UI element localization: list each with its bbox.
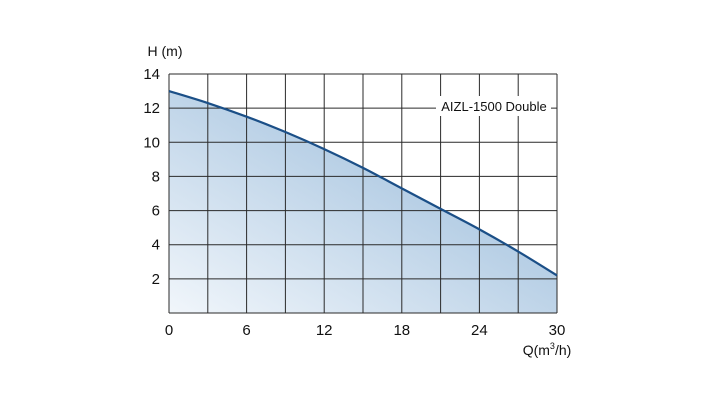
- x-tick-label: 12: [316, 322, 333, 339]
- y-tick-labels: 2 4 6 8 10 12 14: [143, 66, 160, 288]
- x-tick-labels: 0 6 12 18 24 30: [165, 322, 566, 339]
- y-tick-label: 6: [152, 203, 160, 220]
- x-tick-label: 0: [165, 322, 173, 339]
- x-tick-label: 30: [549, 322, 566, 339]
- x-axis-label-base: Q(m: [523, 342, 550, 358]
- y-tick-label: 12: [143, 100, 160, 117]
- y-axis-label: H (m): [148, 43, 183, 59]
- x-axis-label-tail: /h): [555, 342, 571, 358]
- y-tick-label: 8: [152, 168, 160, 185]
- series-line: [168, 90, 558, 277]
- x-axis-label: Q(m3/h): [523, 341, 572, 358]
- series-label-background: [436, 96, 551, 116]
- x-axis-label-superscript: 3: [550, 341, 555, 351]
- y-tick-label: 4: [152, 237, 160, 254]
- x-tick-label: 24: [471, 322, 488, 339]
- line-layer: [168, 90, 558, 277]
- series-label-group: AIZL-1500 Double: [436, 96, 551, 116]
- y-tick-label: 14: [143, 66, 160, 83]
- y-tick-label: 2: [152, 271, 160, 288]
- y-tick-label: 10: [143, 134, 160, 151]
- x-tick-label: 6: [242, 322, 250, 339]
- x-tick-label: 18: [393, 322, 410, 339]
- series-label: AIZL-1500 Double: [441, 99, 547, 114]
